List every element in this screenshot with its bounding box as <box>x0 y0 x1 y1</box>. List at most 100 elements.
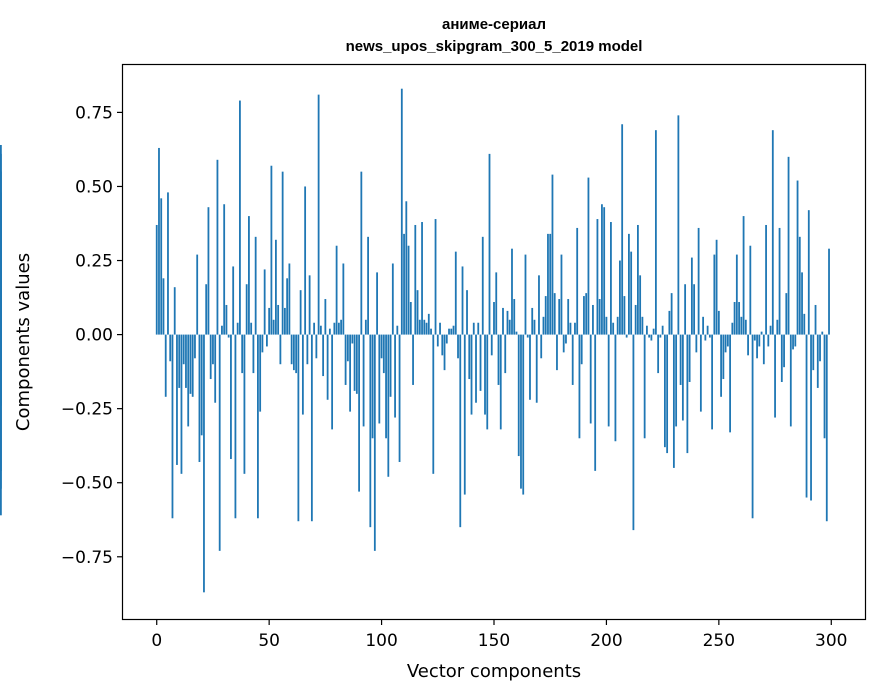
bar <box>472 322 475 335</box>
bar <box>373 334 376 551</box>
bar <box>0 334 2 371</box>
bar <box>340 319 342 335</box>
bar <box>724 334 727 353</box>
bar <box>416 290 419 335</box>
bar <box>180 334 183 474</box>
bar <box>596 219 599 335</box>
x-tick-label: 0 <box>151 631 162 651</box>
bar <box>583 296 585 335</box>
bar <box>275 239 277 335</box>
bar <box>407 245 410 335</box>
bar <box>553 293 556 335</box>
bar <box>169 334 172 362</box>
bar <box>270 165 273 335</box>
bar <box>803 313 806 335</box>
bar <box>317 94 320 335</box>
bar <box>511 248 513 335</box>
bar <box>409 302 412 335</box>
bar <box>706 325 709 335</box>
x-tick-label: 100 <box>365 631 397 651</box>
bar <box>250 322 253 335</box>
bar <box>292 334 295 371</box>
bar <box>616 316 619 335</box>
bar <box>522 334 525 495</box>
bar <box>423 319 426 335</box>
bar <box>243 334 246 474</box>
bar <box>776 319 779 335</box>
bar <box>299 290 302 335</box>
bar <box>364 319 367 335</box>
bar <box>520 334 522 489</box>
bar <box>232 266 235 335</box>
bar <box>346 334 349 362</box>
bar <box>601 204 603 335</box>
bar <box>749 245 752 335</box>
bar <box>351 334 354 344</box>
x-tick-label: 150 <box>478 631 510 651</box>
bar <box>227 334 230 338</box>
bar <box>283 307 286 335</box>
bar <box>639 275 642 335</box>
bar <box>221 325 223 335</box>
bar <box>441 334 444 356</box>
bar <box>798 236 801 335</box>
bar <box>538 275 540 335</box>
bar <box>589 334 592 424</box>
bar <box>331 334 334 430</box>
bar <box>821 331 824 335</box>
bar <box>187 334 190 427</box>
bar <box>182 334 185 365</box>
bar <box>355 334 358 394</box>
bar <box>171 334 174 519</box>
bar <box>333 322 336 335</box>
bar <box>549 233 552 335</box>
bar <box>587 177 590 335</box>
bar <box>506 310 509 335</box>
bar <box>783 334 785 368</box>
bar <box>823 334 826 439</box>
x-tick-label: 300 <box>815 631 847 651</box>
bar <box>670 293 673 335</box>
bar <box>533 319 536 335</box>
bar <box>540 334 543 359</box>
bar <box>337 322 340 335</box>
bar <box>542 316 545 335</box>
y-axis-ticks: −0.75 −0.50 −0.25 0.00 0.25 0.50 0.75 <box>61 103 123 568</box>
y-tick-label: 0.50 <box>75 177 113 197</box>
bar <box>277 304 280 335</box>
bar <box>796 180 799 335</box>
bar <box>454 251 457 335</box>
bar <box>637 224 639 335</box>
bar <box>758 334 761 347</box>
bar <box>398 334 401 462</box>
bar <box>214 334 217 403</box>
bar <box>794 334 797 347</box>
bar <box>272 319 275 335</box>
bar <box>668 310 671 335</box>
bar <box>205 284 208 335</box>
bar <box>369 334 372 528</box>
bar <box>290 334 293 365</box>
bar <box>450 328 453 335</box>
y-tick-label: 0.75 <box>75 103 113 123</box>
bar <box>578 334 581 439</box>
bar <box>774 334 776 418</box>
bar <box>650 334 653 341</box>
bar <box>614 334 617 442</box>
bar <box>659 334 662 338</box>
bar <box>396 325 399 335</box>
bar <box>414 224 417 335</box>
bar <box>279 334 282 365</box>
bar <box>744 319 747 335</box>
bar <box>468 334 471 380</box>
bar <box>176 334 178 465</box>
bar <box>324 299 327 335</box>
bar <box>194 334 196 359</box>
bar <box>654 130 657 335</box>
bar <box>288 263 291 335</box>
bar <box>652 328 655 335</box>
bar <box>335 245 338 335</box>
bar <box>203 334 205 593</box>
bar <box>623 296 626 335</box>
